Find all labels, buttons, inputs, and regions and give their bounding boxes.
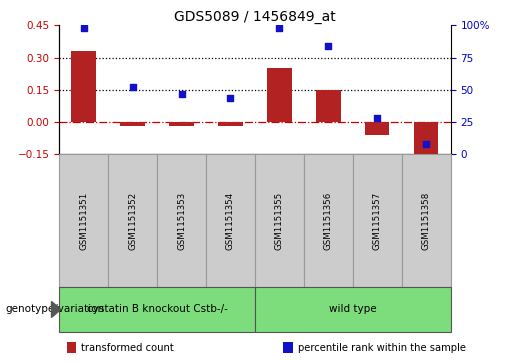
- Point: [373, 115, 381, 121]
- Bar: [414, 122, 438, 159]
- Text: GSM1151352: GSM1151352: [128, 191, 137, 250]
- Bar: [72, 51, 96, 122]
- Point: [324, 43, 333, 49]
- Point: [275, 25, 283, 31]
- Bar: [169, 122, 194, 126]
- Bar: [316, 90, 340, 122]
- Point: [177, 91, 185, 97]
- Bar: [365, 122, 389, 135]
- Text: GSM1151353: GSM1151353: [177, 191, 186, 250]
- Point: [422, 141, 430, 147]
- Bar: [267, 68, 291, 122]
- Point: [128, 84, 136, 90]
- Text: GSM1151354: GSM1151354: [226, 191, 235, 250]
- Bar: [121, 122, 145, 126]
- Bar: [218, 122, 243, 126]
- Point: [79, 25, 88, 31]
- Text: cystatin B knockout Cstb-/-: cystatin B knockout Cstb-/-: [87, 305, 228, 314]
- Text: GSM1151356: GSM1151356: [324, 191, 333, 250]
- Text: wild type: wild type: [329, 305, 376, 314]
- Text: percentile rank within the sample: percentile rank within the sample: [298, 343, 466, 352]
- Title: GDS5089 / 1456849_at: GDS5089 / 1456849_at: [174, 11, 336, 24]
- Text: genotype/variation: genotype/variation: [5, 305, 104, 314]
- Text: GSM1151358: GSM1151358: [422, 191, 431, 250]
- Text: GSM1151357: GSM1151357: [373, 191, 382, 250]
- Text: GSM1151351: GSM1151351: [79, 191, 88, 250]
- Point: [226, 95, 234, 101]
- Text: transformed count: transformed count: [81, 343, 174, 352]
- Text: GSM1151355: GSM1151355: [275, 191, 284, 250]
